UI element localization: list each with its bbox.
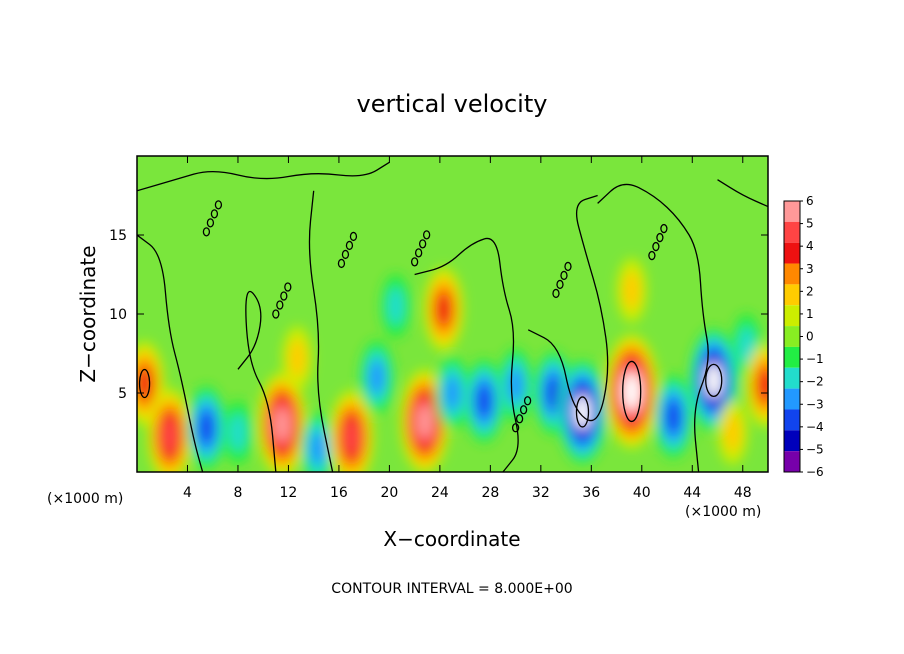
x-unit-left: (×1000 m) xyxy=(47,491,123,507)
colorbar-bin xyxy=(784,201,800,222)
colorbar-label: 4 xyxy=(806,239,814,253)
colorbar-label: 0 xyxy=(806,330,814,344)
velocity-feature-4 xyxy=(257,372,307,472)
colorbar-label: −5 xyxy=(806,442,824,456)
velocity-feature-19 xyxy=(653,374,693,459)
y-tick-label: 10 xyxy=(109,307,127,323)
velocity-feature-11 xyxy=(424,267,464,352)
velocity-feature-3 xyxy=(223,400,253,465)
colorbar-bin xyxy=(784,263,800,285)
velocity-feature-16 xyxy=(558,359,607,464)
colorbar-label: −3 xyxy=(806,397,824,411)
contour-label-1 xyxy=(272,282,292,319)
contour-label-6 xyxy=(511,396,532,433)
colorbar-label: −6 xyxy=(806,465,824,479)
contour-interval-note: CONTOUR INTERVAL = 8.000E+00 xyxy=(331,581,572,597)
contour-label-5 xyxy=(648,223,668,261)
velocity-feature-8 xyxy=(359,340,394,415)
colorbar-bin xyxy=(784,388,800,410)
y-axis-title: Z−coordinate xyxy=(76,245,100,382)
colorbar: 6 5 4 3 2 1 0 −1 −2 −3 −4 −5 −6 xyxy=(783,194,824,479)
x-axis-title: X−coordinate xyxy=(383,527,520,551)
zero-contour-6 xyxy=(717,179,768,208)
velocity-feature-12 xyxy=(435,356,470,430)
velocity-feature-23 xyxy=(745,343,768,428)
colorbar-label: −4 xyxy=(806,420,824,434)
colorbar-bin xyxy=(784,326,800,347)
zero-contour-3 xyxy=(308,190,334,472)
closed-contour-2 xyxy=(705,363,723,398)
velocity-feature-13 xyxy=(464,358,504,443)
x-tick-label: 28 xyxy=(481,485,499,501)
velocity-feature-7 xyxy=(329,390,374,472)
colorbar-bin xyxy=(784,221,800,243)
colorbar-bin xyxy=(784,284,800,306)
contour-label-4 xyxy=(552,261,572,299)
y-tick-label: 5 xyxy=(118,386,127,402)
zero-contour-0 xyxy=(137,161,390,192)
colorbar-bin xyxy=(784,367,800,389)
x-axis-ticks: 4 8 12 16 20 24 28 32 36 40 44 48 xyxy=(183,156,752,501)
x-tick-label: 4 xyxy=(183,485,192,501)
zero-contour-5 xyxy=(597,183,709,472)
contour-label-0 xyxy=(202,200,223,237)
velocity-feature-14 xyxy=(498,348,533,423)
velocity-feature-9 xyxy=(380,274,411,339)
velocity-feature-2 xyxy=(186,385,227,470)
contour-label-2 xyxy=(337,231,358,269)
x-tick-label: 32 xyxy=(532,485,550,501)
colorbar-label: 1 xyxy=(806,307,814,321)
velocity-feature-5 xyxy=(282,326,313,391)
colorbar-bin xyxy=(784,451,800,472)
colorbar-label: 5 xyxy=(806,217,814,231)
x-tick-label: 24 xyxy=(431,485,449,501)
velocity-feature-18 xyxy=(616,258,647,323)
colorbar-bin xyxy=(784,242,800,264)
colorbar-label: 6 xyxy=(806,194,814,208)
zero-contour-7 xyxy=(527,194,609,422)
velocity-feature-21 xyxy=(717,400,748,465)
colorbar-bin xyxy=(784,409,800,431)
colorbar-label: 3 xyxy=(806,262,814,276)
velocity-field xyxy=(137,156,768,472)
x-unit-right: (×1000 m) xyxy=(685,504,761,520)
x-tick-label: 8 xyxy=(233,485,242,501)
colorbar-label: −2 xyxy=(806,375,824,389)
velocity-feature-17 xyxy=(604,334,659,449)
x-tick-label: 16 xyxy=(330,485,348,501)
x-tick-label: 20 xyxy=(380,485,398,501)
colorbar-bin xyxy=(784,346,800,368)
closed-contour-1 xyxy=(575,396,590,428)
zero-contour-4 xyxy=(414,237,519,472)
contour-label-3 xyxy=(410,230,431,267)
colorbar-bin xyxy=(784,430,800,452)
velocity-feature-1 xyxy=(147,388,192,472)
colorbar-bin xyxy=(784,305,800,327)
x-tick-label: 44 xyxy=(683,485,701,501)
colorbar-label: −1 xyxy=(806,352,824,366)
colorbar-label: 2 xyxy=(806,284,814,298)
zero-contour-1 xyxy=(137,234,204,472)
x-tick-label: 48 xyxy=(734,485,752,501)
y-axis-ticks: 5 10 15 xyxy=(109,228,768,402)
y-tick-label: 15 xyxy=(109,228,127,244)
contour-lines xyxy=(137,161,768,472)
closed-contour-0 xyxy=(622,360,642,423)
x-tick-label: 12 xyxy=(280,485,298,501)
x-tick-label: 40 xyxy=(633,485,651,501)
x-tick-label: 36 xyxy=(582,485,600,501)
zero-contour-2 xyxy=(237,290,277,472)
velocity-feature-6 xyxy=(300,411,335,472)
closed-contour-3 xyxy=(138,368,151,399)
chart-title: vertical velocity xyxy=(357,90,548,118)
